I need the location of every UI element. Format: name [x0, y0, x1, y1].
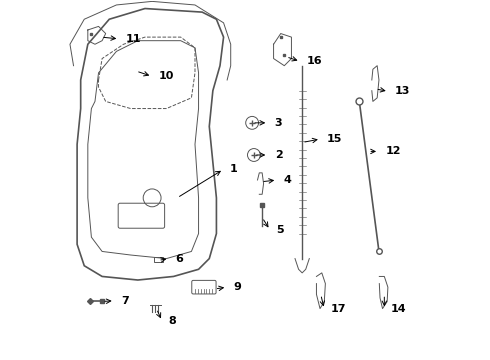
Text: 8: 8 — [169, 316, 176, 326]
Text: 17: 17 — [331, 304, 346, 314]
Text: 6: 6 — [176, 253, 184, 264]
Text: 13: 13 — [395, 86, 411, 96]
Bar — [154, 257, 163, 262]
Text: 5: 5 — [276, 225, 284, 235]
Text: 2: 2 — [275, 150, 282, 160]
Text: 15: 15 — [327, 134, 343, 144]
Text: 4: 4 — [284, 175, 292, 185]
Text: 7: 7 — [121, 296, 129, 306]
Text: 16: 16 — [307, 57, 322, 66]
Text: 11: 11 — [126, 34, 141, 44]
Text: 9: 9 — [234, 282, 242, 292]
Text: 10: 10 — [159, 71, 174, 81]
Text: 14: 14 — [391, 304, 406, 314]
Text: 12: 12 — [386, 147, 401, 157]
Text: 3: 3 — [275, 118, 282, 128]
Text: 1: 1 — [230, 164, 238, 174]
